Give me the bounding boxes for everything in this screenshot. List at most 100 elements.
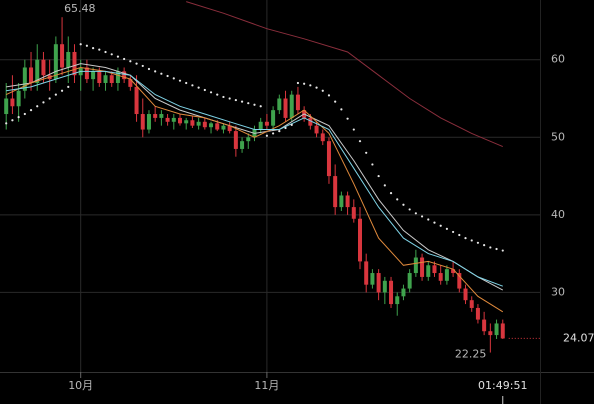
candle-body (159, 114, 164, 118)
sar-dot (123, 57, 126, 61)
sar-dot (172, 77, 175, 80)
candle-body (221, 125, 226, 130)
sar-dot (79, 43, 82, 46)
candle-body (103, 75, 108, 83)
candle-body (277, 98, 282, 111)
sar-dot (383, 184, 386, 187)
sar-dot (197, 86, 200, 89)
sar-dot (110, 53, 113, 56)
candle-body (451, 269, 456, 274)
candle-body (153, 114, 158, 118)
candle-body (165, 117, 170, 122)
candle-body (351, 207, 356, 219)
sar-dot (371, 163, 374, 166)
sar-dot (452, 230, 455, 234)
candle-body (53, 44, 58, 80)
sar-dot (141, 64, 144, 68)
candle-body (134, 86, 139, 115)
candle-body (339, 195, 344, 208)
sar-dot (408, 208, 411, 211)
candle-body (463, 288, 468, 301)
sar-dot (414, 212, 417, 215)
sar-dot (253, 103, 256, 106)
sar-dot (340, 108, 343, 111)
sar-dot (420, 215, 424, 218)
candle-body (84, 67, 89, 80)
sar-dot (458, 233, 461, 237)
candle-body (364, 261, 369, 285)
sar-dot (352, 128, 355, 131)
sar-dot (67, 85, 70, 88)
candle-body (469, 300, 474, 308)
sar-dot (290, 123, 293, 126)
candle-body (41, 59, 46, 76)
candle-body (271, 110, 276, 126)
candle-body (184, 120, 189, 124)
y-tick-label: 60 (551, 53, 565, 66)
candle-body (333, 176, 338, 208)
candle-body (146, 114, 151, 130)
sar-dot (303, 82, 306, 85)
y-tick-label: 50 (551, 130, 565, 143)
candle-body (178, 117, 182, 124)
sar-dot (36, 105, 39, 108)
candle-body (171, 117, 176, 122)
candle-body (35, 59, 40, 83)
candle-body (345, 195, 350, 208)
candle-body (426, 265, 431, 277)
candle-body (382, 280, 387, 293)
candle-body (4, 98, 9, 115)
x-tick-label: 11月 (254, 379, 279, 392)
sar-dot (42, 101, 45, 104)
candle-body (246, 137, 251, 142)
candle-body (320, 133, 325, 142)
candle-body (227, 125, 232, 132)
ma-line (6, 70, 503, 287)
sar-dot (23, 112, 26, 116)
candle-body (314, 125, 319, 134)
sar-dot (222, 95, 225, 99)
candle-body (115, 71, 120, 83)
candle-body (22, 67, 27, 91)
candle-body (16, 90, 21, 107)
candle-body (233, 131, 238, 149)
candle-body (202, 121, 207, 128)
candle-body (395, 296, 400, 305)
sar-dot (396, 198, 399, 201)
candle-body (358, 218, 362, 262)
sar-dot (327, 94, 331, 97)
candle-body (264, 121, 269, 126)
sar-dot (154, 70, 157, 73)
sar-dot (160, 72, 163, 75)
candle-body (289, 94, 294, 118)
sar-dot (309, 84, 312, 87)
sar-dot (365, 151, 368, 154)
candle-body (389, 280, 394, 305)
candle-body (444, 269, 449, 281)
sar-dot (489, 246, 492, 249)
sar-dot (476, 241, 480, 244)
sar-dot (278, 129, 281, 133)
ma-line (6, 63, 504, 291)
last-price-label: 24.07 (563, 331, 594, 344)
sar-dot (29, 109, 33, 112)
candle-body (376, 273, 381, 293)
sar-dot (234, 98, 237, 102)
candle-body (438, 273, 443, 281)
candle-body (488, 331, 493, 336)
countdown: 01:49:51 (478, 379, 527, 392)
sar-dot (247, 102, 250, 105)
ma-line (5, 66, 504, 313)
sar-dot (321, 89, 324, 92)
candle-body (475, 307, 480, 320)
sar-dot (433, 221, 436, 224)
sar-dot (85, 44, 88, 47)
sar-dot (104, 50, 107, 54)
candle-body (407, 273, 412, 289)
sar-dot (191, 84, 194, 87)
candle-body (401, 288, 406, 297)
sar-dot (203, 88, 206, 92)
sar-dot (116, 55, 120, 58)
